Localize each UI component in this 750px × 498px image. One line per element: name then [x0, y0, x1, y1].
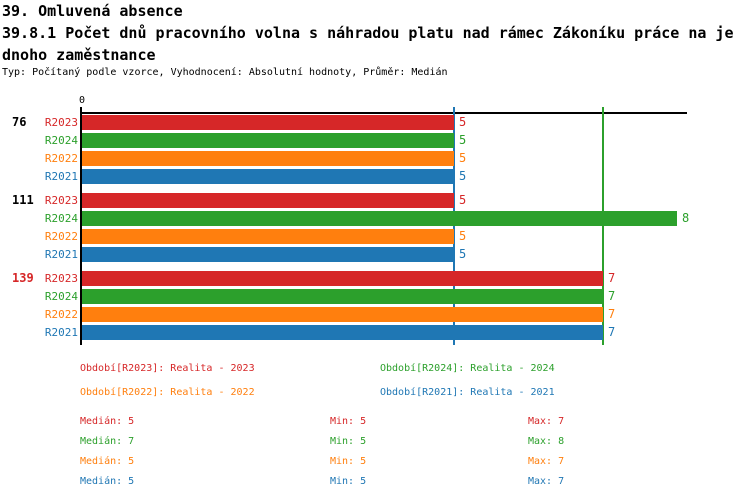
bar-r2021-group-76	[82, 169, 454, 184]
bar-value-label: 7	[608, 325, 616, 339]
legend-item-r2022: Období[R2022]: Realita - 2022	[80, 387, 255, 398]
legend-item-r2024: Období[R2024]: Realita - 2024	[380, 363, 555, 374]
bar-value-label: 5	[459, 169, 467, 183]
stat-min: Min: 5	[330, 416, 367, 427]
page-subtitle-line1: 39.8.1 Počet dnů pracovního volna s náhr…	[2, 24, 734, 42]
bar-r2024-group-139	[82, 289, 603, 304]
stat-median: Medián: 5	[80, 416, 135, 427]
group-label-111: 111	[12, 193, 34, 207]
stats-row-r2024: Medián: 7 Min: 5 Max: 8	[0, 436, 750, 449]
bar-value-label: 5	[459, 151, 467, 165]
bar-r2024-group-76	[82, 133, 454, 148]
bar-value-label: 5	[459, 133, 467, 147]
median-reference-line	[602, 107, 604, 345]
series-tick-label-r2022: R2022	[44, 152, 78, 165]
chart-meta-info: Typ: Počítaný podle vzorce, Vyhodnocení:…	[2, 67, 448, 78]
median-reference-line	[453, 107, 455, 345]
group-label-139: 139	[12, 271, 34, 285]
series-tick-label-r2024: R2024	[44, 134, 78, 147]
bar-value-label: 5	[459, 229, 467, 243]
series-tick-label-r2023: R2023	[44, 116, 78, 129]
bar-r2023-group-139	[82, 271, 603, 286]
stat-median: Medián: 7	[80, 436, 135, 447]
bar-value-label: 7	[608, 289, 616, 303]
x-axis-tick-label-zero: 0	[78, 95, 86, 106]
bar-r2023-group-111	[82, 193, 454, 208]
series-tick-label-r2021: R2021	[44, 170, 78, 183]
stats-row-r2021: Medián: 5 Min: 5 Max: 7	[0, 476, 750, 489]
stat-median: Medián: 5	[80, 476, 135, 487]
bar-r2023-group-76	[82, 115, 454, 130]
series-tick-label-r2021: R2021	[44, 248, 78, 261]
stat-min: Min: 5	[330, 436, 367, 447]
stat-min: Min: 5	[330, 456, 367, 467]
page-subtitle-line2: dnoho zaměstnance	[2, 46, 156, 64]
y-axis-line	[80, 107, 82, 345]
bar-value-label: 7	[608, 271, 616, 285]
series-tick-label-r2022: R2022	[44, 230, 78, 243]
group-label-76: 76	[12, 115, 27, 129]
stats-row-r2023: Medián: 5 Min: 5 Max: 7	[0, 416, 750, 429]
bar-value-label: 7	[608, 307, 616, 321]
legend-item-r2021: Období[R2021]: Realita - 2021	[380, 387, 555, 398]
bar-r2022-group-76	[82, 151, 454, 166]
bar-r2022-group-139	[82, 307, 603, 322]
stat-median: Medián: 5	[80, 456, 135, 467]
bar-value-label: 8	[682, 211, 690, 225]
series-tick-label-r2023: R2023	[44, 272, 78, 285]
x-axis-line	[80, 112, 687, 114]
series-tick-label-r2024: R2024	[44, 212, 78, 225]
series-tick-label-r2023: R2023	[44, 194, 78, 207]
page-title: 39. Omluvená absence	[2, 2, 183, 20]
stat-min: Min: 5	[330, 476, 367, 487]
stat-max: Max: 8	[528, 436, 565, 447]
stat-max: Max: 7	[528, 476, 565, 487]
bar-r2021-group-111	[82, 247, 454, 262]
series-tick-label-r2024: R2024	[44, 290, 78, 303]
series-tick-label-r2021: R2021	[44, 326, 78, 339]
bar-r2022-group-111	[82, 229, 454, 244]
stat-max: Max: 7	[528, 416, 565, 427]
series-tick-label-r2022: R2022	[44, 308, 78, 321]
bar-value-label: 5	[459, 193, 467, 207]
bar-r2021-group-139	[82, 325, 603, 340]
stat-max: Max: 7	[528, 456, 565, 467]
bar-r2024-group-111	[82, 211, 677, 226]
legend-item-r2023: Období[R2023]: Realita - 2023	[80, 363, 255, 374]
stats-row-r2022: Medián: 5 Min: 5 Max: 7	[0, 456, 750, 469]
bar-value-label: 5	[459, 247, 467, 261]
bar-value-label: 5	[459, 115, 467, 129]
